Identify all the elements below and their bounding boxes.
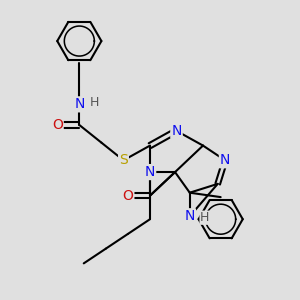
Text: S: S [119,153,128,167]
Text: N: N [74,98,85,111]
Text: N: N [184,209,195,223]
Text: N: N [145,165,155,179]
Text: N: N [220,153,230,167]
Text: O: O [52,118,63,132]
Text: H: H [90,96,99,109]
Text: H: H [200,211,209,224]
Text: O: O [122,189,134,202]
Text: N: N [171,124,182,138]
